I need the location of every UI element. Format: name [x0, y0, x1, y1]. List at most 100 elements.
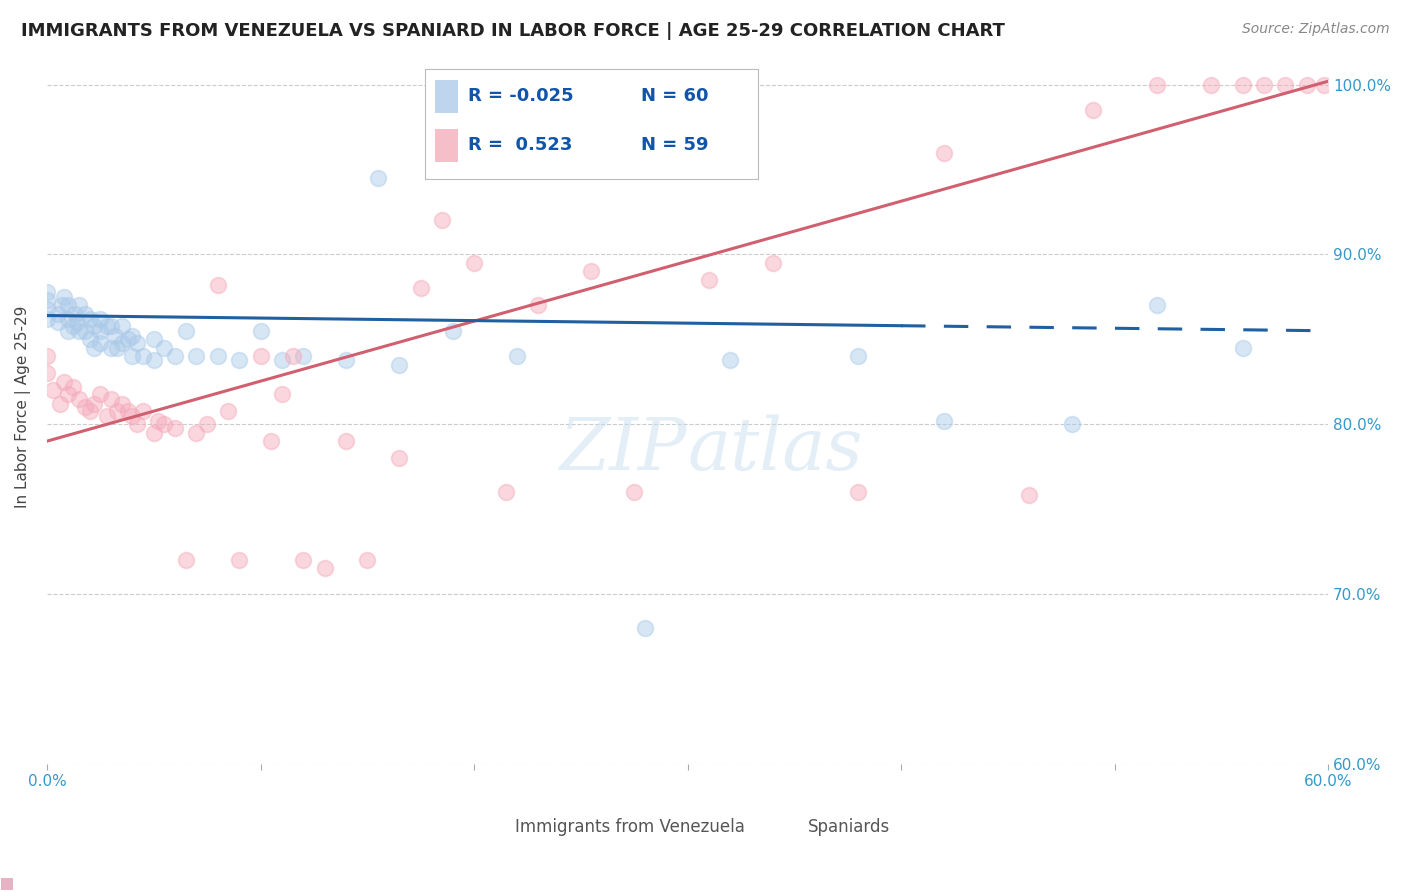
Point	[207, 349, 229, 363]
Point	[58, 324, 80, 338]
Point	[356, 553, 378, 567]
Point	[153, 417, 176, 432]
Point	[62, 380, 84, 394]
Point	[89, 324, 111, 338]
Point	[83, 397, 105, 411]
Point	[107, 341, 129, 355]
Point	[441, 324, 464, 338]
Point	[186, 425, 208, 440]
Point	[100, 392, 122, 406]
Point	[35, 366, 58, 380]
Point	[409, 281, 432, 295]
Point	[35, 285, 58, 299]
Point	[207, 277, 229, 292]
Point	[932, 414, 955, 428]
Text: ZIP: ZIP	[560, 415, 688, 485]
Point	[100, 341, 122, 355]
Point	[388, 451, 411, 466]
Point	[335, 352, 357, 367]
Point	[142, 352, 165, 367]
Point	[1146, 78, 1168, 92]
Point	[53, 375, 76, 389]
Point	[79, 312, 101, 326]
Point	[848, 485, 870, 500]
Point	[67, 392, 90, 406]
Point	[58, 298, 80, 312]
Y-axis label: In Labor Force | Age 25-29: In Labor Force | Age 25-29	[15, 306, 31, 508]
Point	[79, 332, 101, 346]
Point	[932, 145, 955, 160]
Point	[153, 341, 176, 355]
Point	[463, 256, 485, 270]
Point	[66, 315, 89, 329]
Point	[762, 256, 785, 270]
Point	[67, 298, 90, 312]
Point	[165, 420, 187, 434]
Point	[1018, 488, 1040, 502]
Point	[292, 553, 315, 567]
Point	[132, 403, 155, 417]
Point	[46, 307, 69, 321]
Point	[1274, 78, 1296, 92]
Point	[495, 485, 517, 500]
Point	[195, 417, 218, 432]
Point	[46, 315, 69, 329]
Point	[270, 352, 292, 367]
Point	[83, 341, 105, 355]
Point	[132, 349, 155, 363]
Point	[96, 409, 118, 423]
Point	[228, 553, 250, 567]
Point	[174, 324, 197, 338]
Point	[249, 324, 271, 338]
Point	[42, 383, 65, 397]
Point	[697, 273, 720, 287]
Point	[430, 213, 453, 227]
Point	[111, 318, 134, 333]
Point	[89, 335, 111, 350]
Point	[174, 553, 197, 567]
Point	[1253, 78, 1275, 92]
Point	[35, 293, 58, 308]
Legend: Immigrants from Venezuela, Spaniards: Immigrants from Venezuela, Spaniards	[478, 811, 897, 843]
Point	[142, 425, 165, 440]
Point	[58, 386, 80, 401]
Point	[506, 349, 529, 363]
Point	[75, 307, 97, 321]
Point	[67, 324, 90, 338]
Point	[121, 349, 143, 363]
Point	[314, 561, 336, 575]
Point	[79, 403, 101, 417]
Point	[58, 312, 80, 326]
Point	[121, 409, 143, 423]
Point	[62, 318, 84, 333]
Point	[718, 352, 741, 367]
Point	[581, 264, 603, 278]
Point	[117, 403, 139, 417]
Point	[249, 349, 271, 363]
Point	[96, 318, 118, 333]
Point	[217, 403, 239, 417]
Point	[281, 349, 304, 363]
Point	[104, 329, 127, 343]
Point	[228, 352, 250, 367]
Point	[111, 335, 134, 350]
Point	[75, 324, 97, 338]
Point	[634, 621, 657, 635]
Point	[83, 318, 105, 333]
Text: IMMIGRANTS FROM VENEZUELA VS SPANIARD IN LABOR FORCE | AGE 25-29 CORRELATION CHA: IMMIGRANTS FROM VENEZUELA VS SPANIARD IN…	[21, 22, 1005, 40]
Point	[117, 332, 139, 346]
Point	[107, 403, 129, 417]
Point	[89, 312, 111, 326]
Point	[51, 298, 73, 312]
Point	[1083, 103, 1105, 117]
Point	[1295, 78, 1317, 92]
Point	[270, 386, 292, 401]
Point	[623, 485, 645, 500]
Point	[89, 386, 111, 401]
Point	[1313, 78, 1336, 92]
Point	[100, 318, 122, 333]
Point	[335, 434, 357, 449]
Point	[121, 329, 143, 343]
Point	[292, 349, 315, 363]
Point	[388, 358, 411, 372]
